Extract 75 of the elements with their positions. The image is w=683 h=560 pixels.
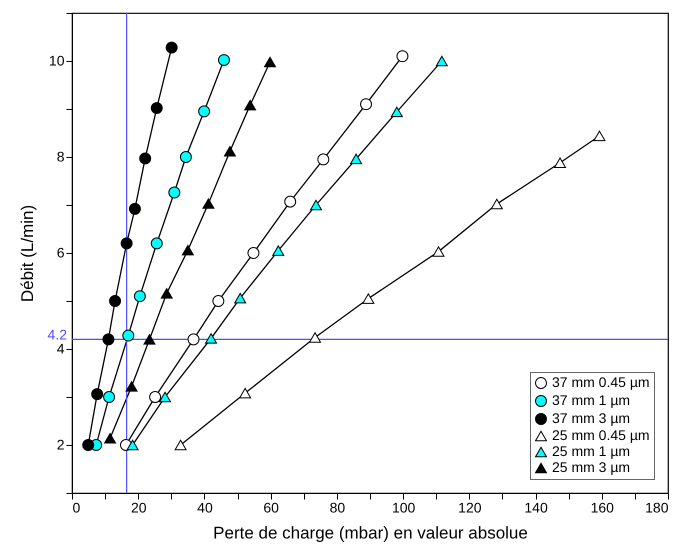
- point: [139, 152, 152, 164]
- point: [396, 50, 408, 62]
- point: [174, 440, 187, 450]
- point: [202, 198, 214, 209]
- point: [432, 246, 445, 257]
- point: [168, 186, 180, 198]
- point: [554, 158, 566, 168]
- point: [317, 153, 330, 166]
- y-tick-label: 4: [56, 340, 65, 356]
- y-tick-label: 6: [56, 244, 65, 260]
- point: [188, 333, 200, 346]
- point: [120, 237, 133, 250]
- x-tick-label: 40: [197, 500, 213, 516]
- ref-line-label: 4.2: [48, 326, 68, 342]
- point: [436, 56, 448, 66]
- legend-label: 25 mm 3 µm: [552, 459, 630, 475]
- x-tick-label: 60: [263, 500, 280, 516]
- y-tick-label: 2: [56, 436, 65, 452]
- x-tick-label: 120: [458, 500, 482, 516]
- point: [244, 100, 256, 110]
- point: [212, 295, 224, 307]
- y-tick-label: 10: [48, 52, 65, 68]
- point: [390, 106, 403, 118]
- x-tick-label: 160: [590, 500, 614, 516]
- point: [284, 196, 296, 208]
- point: [310, 200, 322, 210]
- point: [218, 54, 230, 66]
- point: [82, 439, 94, 451]
- point: [239, 388, 252, 398]
- point: [264, 56, 276, 68]
- point: [490, 198, 503, 210]
- point: [182, 244, 194, 256]
- point: [350, 154, 362, 164]
- y-axis-title: Débit (L/min): [18, 204, 37, 302]
- point: [134, 290, 146, 302]
- point: [360, 98, 372, 110]
- legend-label: 37 mm 3 µm: [552, 410, 630, 426]
- point: [149, 391, 162, 403]
- point: [224, 146, 236, 156]
- legend-label: 37 mm 1 µm: [552, 392, 630, 408]
- point: [180, 151, 192, 163]
- legend-label: 37 mm 0.45 µm: [552, 374, 650, 390]
- x-tick-label: 80: [330, 500, 346, 516]
- point: [126, 440, 139, 450]
- point: [362, 293, 374, 304]
- point: [122, 330, 134, 342]
- point: [103, 391, 116, 403]
- point: [247, 247, 260, 259]
- point: [150, 237, 163, 250]
- point: [272, 245, 284, 256]
- point: [109, 295, 122, 307]
- x-tick-label: 180: [645, 500, 669, 516]
- point: [309, 332, 322, 343]
- x-tick-label: 100: [392, 500, 416, 516]
- point: [160, 288, 173, 299]
- point: [593, 130, 606, 142]
- point: [104, 433, 116, 444]
- x-tick-label: 140: [524, 500, 548, 516]
- point: [150, 102, 163, 114]
- point: [126, 381, 138, 392]
- legend-label: 25 mm 0.45 µm: [552, 427, 650, 443]
- legend-label: 25 mm 1 µm: [552, 443, 630, 459]
- point: [166, 42, 178, 54]
- x-tick-label: 0: [72, 500, 80, 516]
- x-axis-title: Perte de charge (mbar) en valeur absolue: [213, 524, 528, 542]
- point: [198, 105, 210, 118]
- point: [102, 333, 114, 346]
- point: [91, 388, 104, 400]
- point: [234, 292, 246, 304]
- point: [144, 334, 156, 345]
- point: [159, 392, 172, 402]
- point: [205, 333, 218, 344]
- point: [128, 202, 141, 215]
- y-tick-label: 8: [56, 148, 65, 164]
- x-tick-label: 20: [130, 500, 147, 516]
